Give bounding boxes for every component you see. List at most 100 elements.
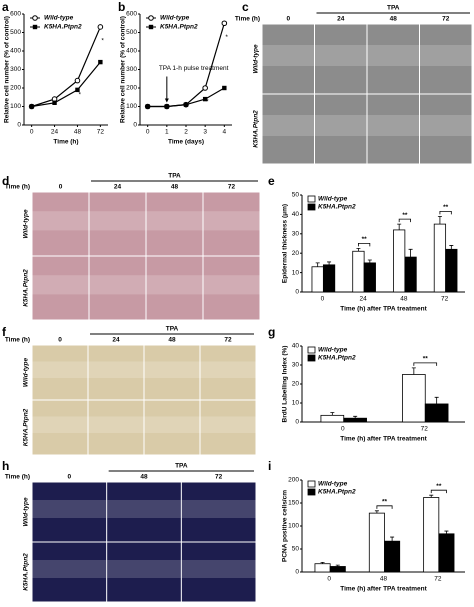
micrograph (89, 256, 146, 320)
bracket (376, 505, 393, 509)
marker (221, 20, 228, 27)
micrograph-texture (203, 275, 260, 295)
micrograph (107, 542, 181, 602)
marker (75, 87, 80, 93)
micrograph (262, 24, 314, 94)
micrograph (89, 192, 146, 256)
marker (202, 85, 208, 91)
micrograph-texture (88, 416, 144, 433)
micrograph (262, 94, 314, 164)
y-tick-label: 50 (292, 192, 300, 199)
bar (322, 264, 336, 293)
micrograph-texture (146, 211, 203, 231)
column-label: 72 (224, 337, 232, 344)
marker (29, 104, 34, 109)
header: TPA (168, 173, 181, 180)
y-tick-label: 20 (292, 250, 300, 257)
error-bar (374, 510, 379, 514)
x-tick-label: 72 (97, 129, 105, 136)
row-label: K5HA.Ptpn2 (23, 408, 30, 446)
micrograph-texture (32, 560, 107, 578)
bar (445, 248, 458, 293)
micrograph (146, 192, 203, 256)
error-bar (444, 530, 449, 534)
bar (433, 223, 447, 293)
micrograph-texture (144, 361, 200, 378)
micrograph (32, 542, 107, 602)
y-tick-label: 0 (133, 122, 137, 129)
header: TPA (175, 463, 188, 470)
x-axis-label: Time (h) after TPA treatment (340, 586, 427, 593)
x-axis-label: Time (h) after TPA treatment (340, 436, 427, 443)
legend-swatch (307, 354, 316, 362)
row-label: K5HA.Ptpn2 (23, 553, 30, 591)
micrograph-texture (146, 275, 203, 295)
micrograph (203, 256, 260, 320)
y-tick-label: 0 (17, 122, 21, 129)
micrograph-texture (32, 361, 88, 378)
legend-label: K5HA.Ptpn2 (318, 355, 356, 362)
x-tick-label: 24 (51, 129, 59, 136)
micrograph-texture (32, 211, 89, 231)
column-label: 48 (140, 474, 148, 481)
time-label: Time (h) (5, 474, 30, 481)
y-tick-label: 300 (126, 66, 137, 73)
legend-marker (148, 15, 154, 21)
x-tick-label: 72 (441, 296, 449, 303)
x-axis-label: Time (h) after TPA treatment (340, 306, 427, 313)
bar (329, 566, 346, 573)
x-tick-label: 0 (321, 296, 325, 303)
column-label: 24 (112, 337, 120, 344)
error-bar (330, 412, 335, 416)
significance: ** (382, 499, 388, 506)
panel-label: h (2, 459, 9, 473)
micrograph (420, 24, 472, 94)
error-bar (434, 396, 439, 404)
micrograph-texture (89, 275, 146, 295)
legend-label: Wild-type (318, 347, 348, 354)
row-label: Wild-type (253, 44, 260, 74)
y-tick-label: 0 (295, 419, 299, 426)
time-label: Time (h) (5, 184, 30, 191)
error-bar (320, 561, 325, 564)
micrograph-texture (420, 115, 472, 136)
bar (438, 533, 455, 573)
x-tick-label: 72 (421, 426, 429, 433)
micrograph (367, 24, 419, 94)
micrograph-texture (32, 500, 107, 518)
micrograph-texture (181, 500, 256, 518)
legend-label: Wild-type (160, 15, 190, 22)
legend-label: K5HA.Ptpn2 (318, 204, 356, 211)
column-label: 24 (337, 16, 345, 23)
column-label: 0 (58, 337, 62, 344)
significance: ** (402, 212, 408, 219)
legend-label: K5HA.Ptpn2 (318, 489, 356, 496)
panel-label: c (242, 0, 249, 14)
time-label: Time (h) (5, 337, 30, 344)
x-tick-label: 0 (146, 129, 150, 136)
y-tick-label: 20 (292, 381, 300, 388)
y-tick-label: 100 (10, 103, 21, 110)
row-label: K5HA.Ptpn2 (23, 269, 30, 307)
micrograph-texture (367, 115, 419, 136)
column-label: 72 (228, 184, 236, 191)
row-label: Wild-type (23, 358, 30, 388)
micrograph (200, 345, 256, 400)
micrograph (32, 345, 88, 400)
micrograph-texture (88, 361, 144, 378)
micrograph-texture (181, 560, 256, 578)
y-tick-label: 40 (292, 211, 300, 218)
y-axis-label: Epidermal thickness (μm) (282, 204, 289, 283)
marker (202, 96, 208, 102)
micrograph (367, 94, 419, 164)
significance: ** (423, 356, 429, 363)
error-bar (315, 262, 320, 267)
row-label: Wild-type (23, 497, 30, 527)
legend-swatch (307, 488, 316, 496)
x-tick-label: 3 (203, 129, 207, 136)
y-tick-label: 0 (295, 289, 299, 296)
significance: ** (436, 483, 442, 490)
error-bar (353, 415, 358, 419)
micrograph (144, 345, 200, 400)
